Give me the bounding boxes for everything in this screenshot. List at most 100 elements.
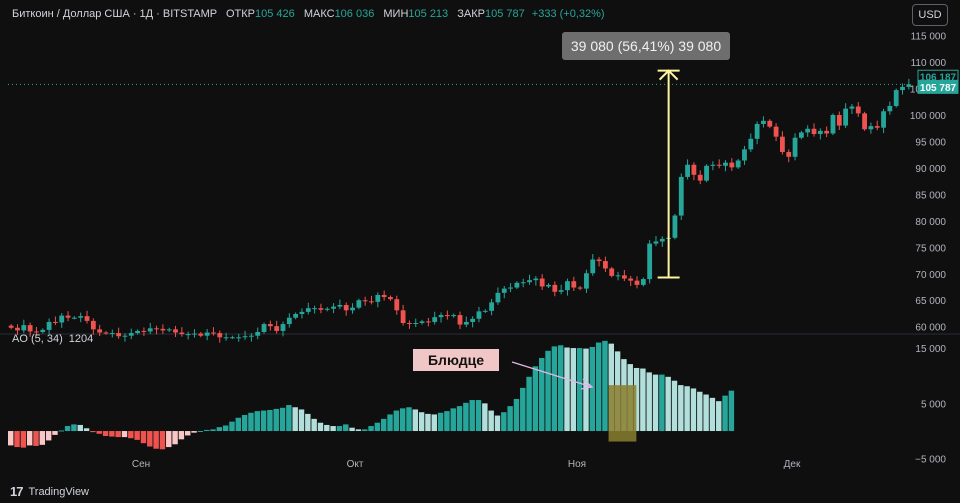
ao-bar [286,405,292,432]
ao-bar [298,409,305,432]
price-tick-label: 65 000 [915,296,946,307]
ao-tick-label: 5 000 [921,399,946,410]
candle-body [400,310,406,324]
ao-legend[interactable]: AO (5, 34) 1204 [12,333,93,345]
candle-body [735,160,741,168]
price-tick-label: 80 000 [915,217,946,228]
candle-body [552,284,558,292]
candle-body [565,281,570,291]
candle-body [293,314,299,318]
ao-bar [564,347,570,432]
currency-button[interactable]: USD [912,4,948,26]
price-tick-label: 110 000 [911,58,947,69]
ao-bar [475,400,482,432]
candle-body [21,325,27,331]
time-tick-label: Окт [347,459,364,470]
candle-body [204,332,210,336]
ao-bar [355,429,362,432]
ao-bar [267,410,273,432]
candle-body [141,330,147,332]
ao-bar [311,418,317,432]
ao-bar [507,406,513,432]
measure-arrowhead [658,69,679,81]
ao-bar [343,424,349,432]
ao-bar [210,429,216,432]
open-value: 105 426 [255,8,295,20]
candle-body [59,315,65,323]
candle-body [527,280,532,283]
candle-body [27,325,33,332]
ao-bar [248,412,254,432]
ao-bar [305,413,311,432]
ao-bar [52,431,58,435]
ao-bar [140,431,147,444]
candle-body [65,315,71,318]
candle-body [678,176,684,216]
candle-body [546,284,551,287]
candle-body [710,164,716,166]
ao-bar [128,431,134,439]
price-tick-label: 85 000 [915,190,946,201]
candle-body [786,152,792,157]
ao-tick-label: 15 000 [915,344,946,355]
ao-bar [501,412,507,432]
ao-bar [39,431,46,445]
ao-bar [393,410,400,432]
ao-bar [77,424,83,432]
ao-bar [589,346,596,432]
symbol-title[interactable]: Биткоин / Доллар США · 1Д · BITSTAMP [12,8,217,20]
tradingview-brand[interactable]: 17 TradingView [10,484,89,499]
candle-body [729,162,735,168]
measure-tooltip: 39 080 (56,41%) 39 080 [562,32,730,60]
candle-body [160,328,166,331]
axes: 60 000 65 000 70 000 75 000 80 000 85 000 90 0… [132,32,959,470]
price-tick-label: 115 000 [911,32,947,43]
ao-bar [71,424,77,432]
change-value: +333 (+0,32%) [531,8,605,20]
candle-body [135,330,140,334]
candle-body [451,315,457,317]
candle-body [634,280,640,285]
ao-bar [83,428,90,432]
brand-name: TradingView [28,485,90,498]
ao-bar [185,431,191,436]
ao-bar [8,431,14,446]
ao-bar [431,414,437,432]
candle-body [628,278,634,281]
ao-bar [444,411,450,432]
ao-bar [482,403,488,432]
ao-bar [166,431,172,448]
ao-bar [469,400,475,432]
candle-body [508,287,513,289]
ao-bar [583,348,589,432]
ao-bar [260,410,267,432]
ao-bar [570,348,577,432]
candle-body [470,318,476,322]
close-label: ЗАКР [457,8,485,20]
candle-body [761,120,766,124]
candle-body [836,114,842,126]
candle-body [337,305,343,307]
candle-body [805,128,811,133]
ao-bar [178,431,185,440]
candle-body [723,162,728,166]
ao-bar [273,408,279,432]
ao-bar [96,431,102,434]
candle-body [8,325,14,328]
candle-body [584,273,589,289]
ao-bar [576,348,583,432]
candle-body [849,106,855,109]
ao-bar [229,421,235,432]
candle-body [558,290,564,292]
candle-body [97,329,103,333]
candle-body [742,149,747,161]
ao-bar [709,397,716,432]
ao-bar [241,414,248,432]
ao-bar [172,431,178,445]
ao-bar [703,394,709,432]
ao-bar [412,409,419,432]
candle-body [868,126,874,130]
ao-bar [665,376,671,432]
ao-bar [545,350,551,432]
